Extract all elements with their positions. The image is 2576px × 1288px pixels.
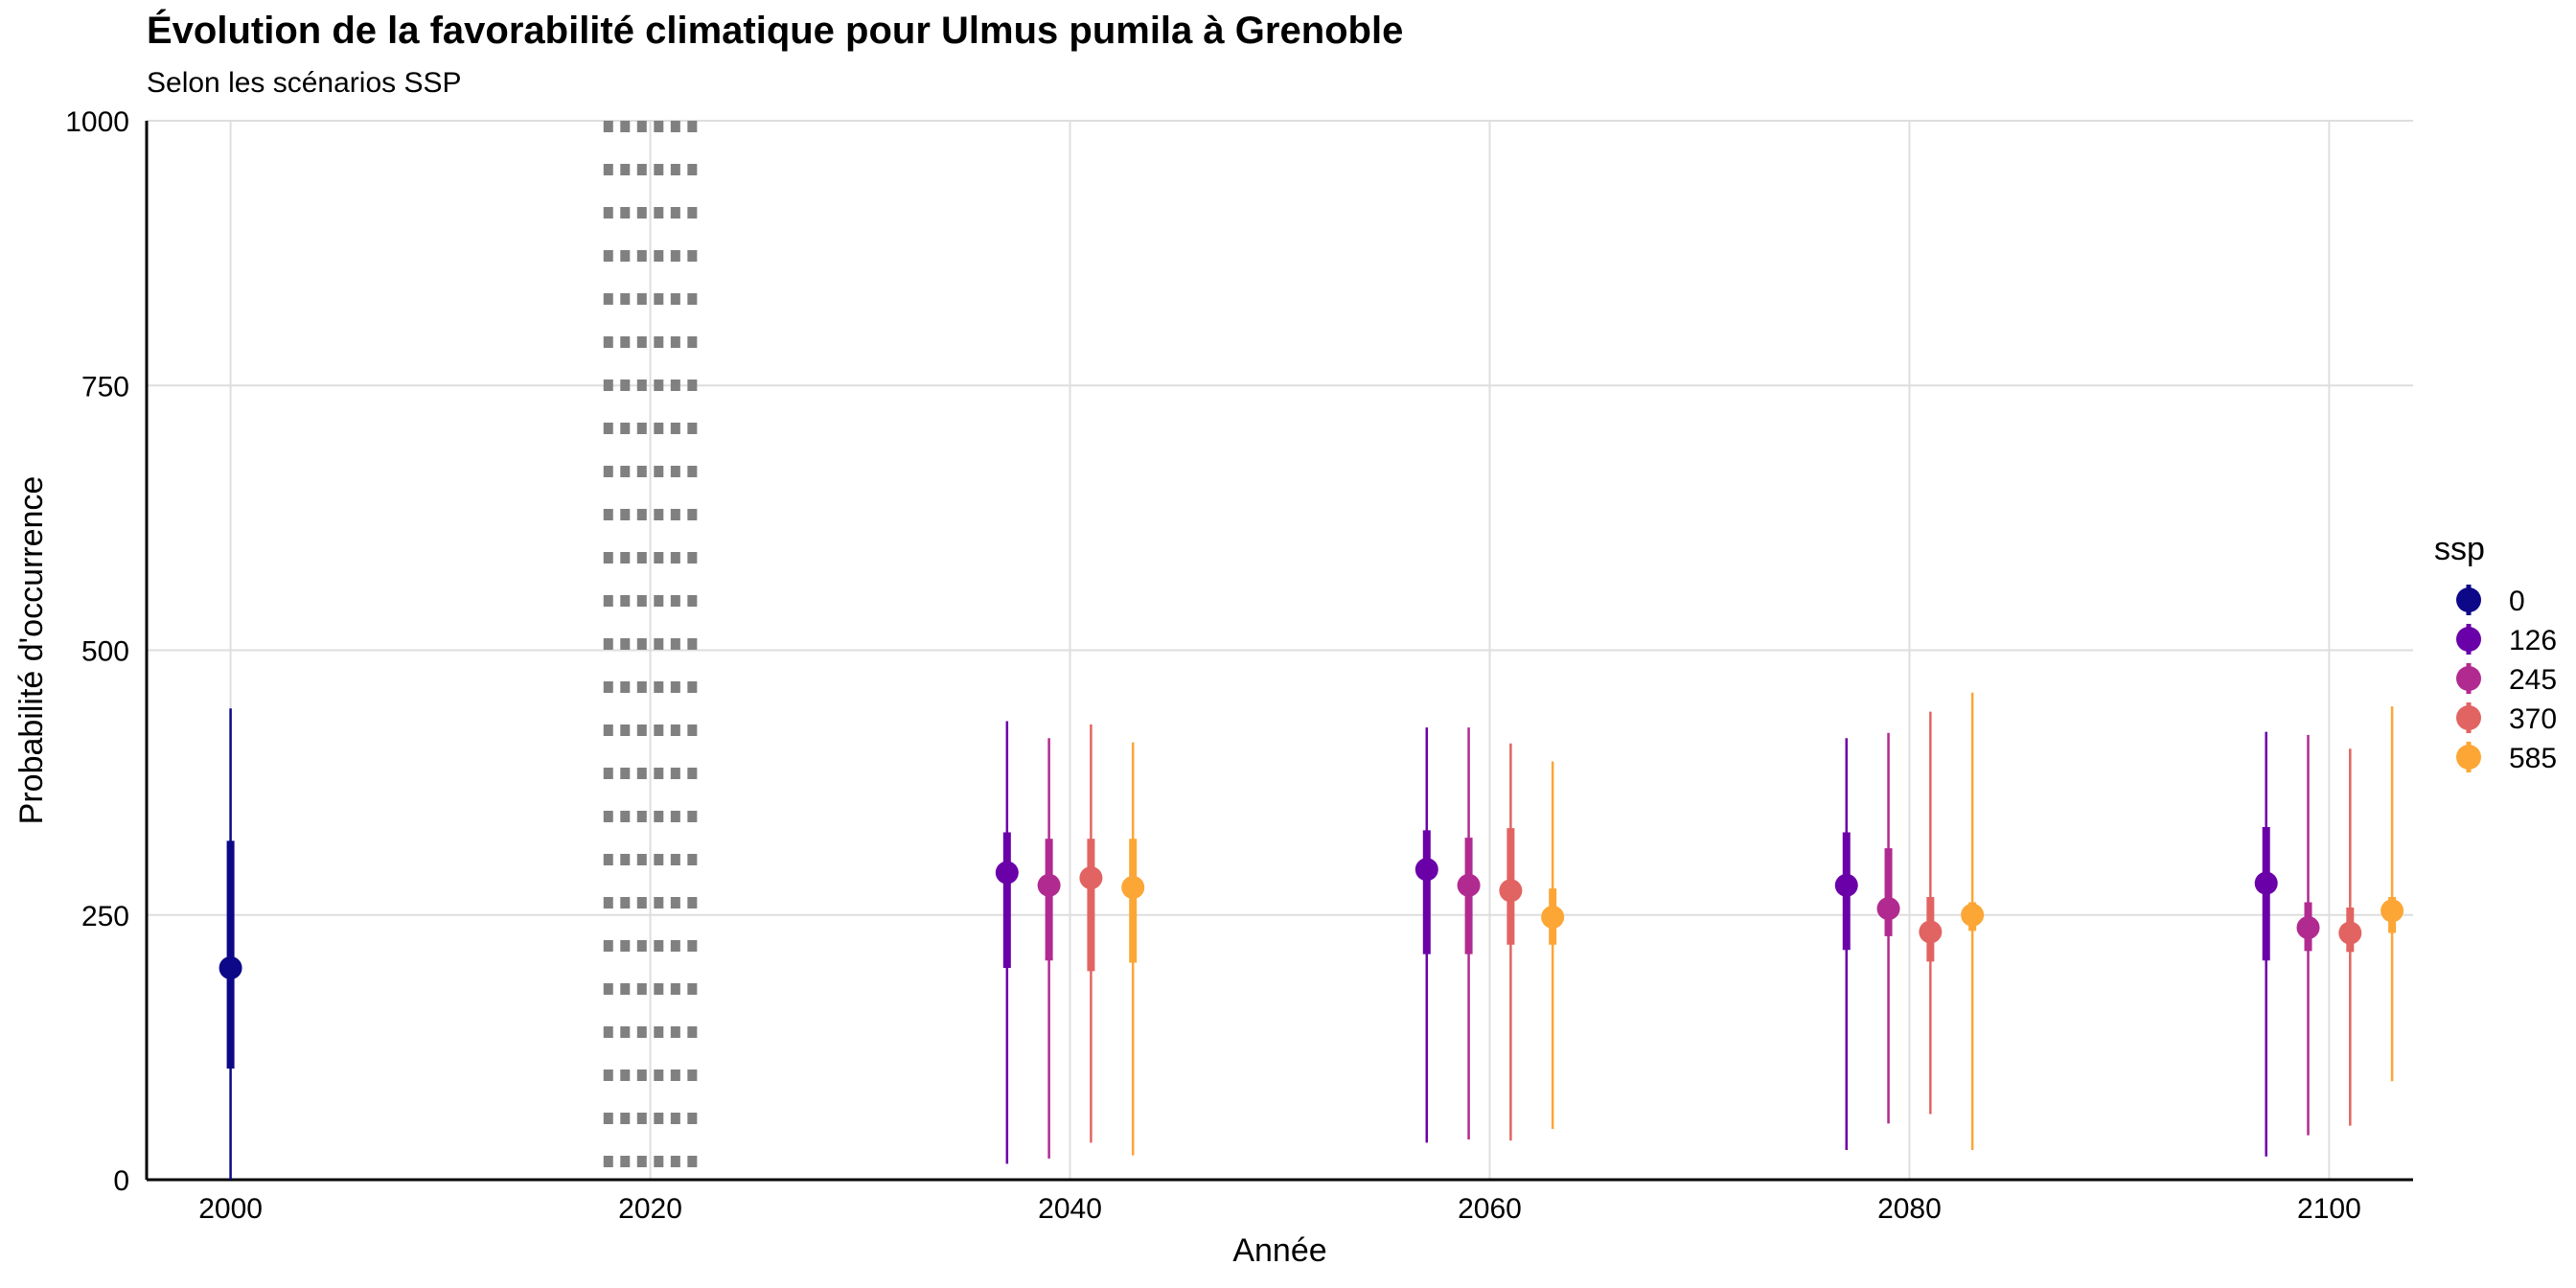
x-tick-label: 2060 [1458,1193,1522,1225]
median-point [218,956,242,979]
legend-label: 370 [2509,703,2557,735]
x-tick-label: 2080 [1877,1193,1942,1225]
median-point [1414,858,1438,882]
point-range-ssp-245 [1876,732,1900,1124]
legend-label: 245 [2509,664,2557,696]
legend-item-ssp-585: 585 [2456,742,2557,774]
point-range-ssp-126 [1834,738,1858,1151]
point-range-ssp-370 [1079,724,1103,1143]
x-tick-label: 2100 [2297,1193,2361,1225]
x-tick-label: 2020 [618,1193,682,1225]
median-point [995,861,1019,885]
x-axis-label: Année [1232,1232,1326,1269]
median-point [1834,873,1858,897]
point-range-ssp-585 [1961,692,1985,1151]
grid-lines [147,120,2413,1181]
y-tick-label: 750 [81,371,129,402]
point-range-ssp-585 [1121,742,1145,1156]
x-tick-label: 2040 [1038,1193,1102,1225]
y-tick-label: 250 [81,901,129,932]
point-range-ssp-126 [995,721,1019,1164]
median-point [2338,921,2362,945]
legend-key-point [2456,587,2481,612]
point-range-ssp-126 [2254,731,2278,1157]
legend-item-ssp-126: 126 [2456,624,2557,656]
median-point [1037,873,1061,897]
median-point [1961,903,1985,927]
median-point [1121,876,1145,900]
axes [145,121,2413,1182]
y-tick-label: 1000 [65,106,129,138]
y-tick-label: 500 [81,636,129,668]
y-axis-label: Probabilité d'occurrence [13,476,50,825]
legend-title: ssp [2434,531,2485,567]
point-range-ssp-370 [1919,711,1943,1115]
legend-key-point [2456,745,2481,770]
median-point [1919,920,1943,944]
median-point [1876,897,1900,921]
median-point [1541,905,1565,929]
legend-label: 126 [2509,625,2557,656]
point-range-ssp-585 [1541,761,1565,1129]
x-tick-label: 2000 [198,1193,263,1225]
reference-band [603,121,698,1180]
legend-key-point [2456,705,2481,730]
point-range-ssp-370 [2338,748,2362,1126]
median-point [2296,916,2320,940]
legend-items: 0 126 245 370 585 [2456,585,2557,774]
legend: ssp 0 126 245 370 585 [2434,531,2557,774]
median-point [1499,879,1523,903]
point-range-ssp-370 [1499,743,1523,1141]
median-point [1079,866,1103,890]
tick-labels: 0 250 500 750 1000 2000 2020 2040 2060 2080 2100 [65,106,2361,1225]
legend-item-ssp-370: 370 [2456,702,2557,735]
data-marks [218,692,2404,1180]
point-range-ssp-245 [1037,738,1061,1159]
legend-label: 585 [2509,743,2557,774]
legend-item-ssp-245: 245 [2456,663,2557,696]
median-point [2254,871,2278,895]
point-range-ssp-0 [218,708,242,1180]
median-point [1457,873,1481,897]
legend-item-ssp-0: 0 [2456,585,2525,617]
point-range-ssp-585 [2380,706,2404,1082]
median-point [2380,899,2404,923]
y-tick-label: 0 [113,1165,129,1197]
legend-label: 0 [2509,586,2525,617]
legend-key-point [2456,627,2481,652]
point-range-ssp-126 [1414,727,1438,1143]
point-range-ssp-245 [1457,727,1481,1140]
chart-title: Évolution de la favorabilité climatique … [147,10,1404,52]
chart-subtitle: Selon les scénarios SSP [147,67,462,99]
point-range-ssp-245 [2296,734,2320,1136]
legend-key-point [2456,666,2481,691]
